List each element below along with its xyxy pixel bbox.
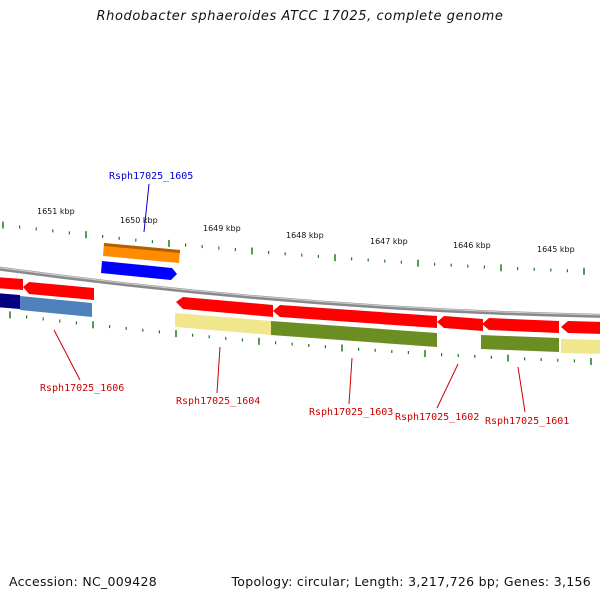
feature-block-1603[interactable]	[271, 321, 437, 347]
gene-arrow-1601[interactable]	[482, 318, 559, 333]
ruler-label-1646: 1646 kbp	[453, 241, 491, 250]
genome-summary-text: Topology: circular; Length: 3,217,726 bp…	[231, 574, 591, 589]
leader-line-1604	[216, 346, 221, 394]
ruler-label-1648: 1648 kbp	[286, 231, 324, 240]
feature-block-right-edge[interactable]	[561, 339, 600, 354]
ruler-lower-ticks	[9, 311, 592, 365]
leader-line-1601	[517, 366, 526, 413]
feature-block-1604[interactable]	[175, 313, 271, 335]
genome-backbone-highlight	[0, 267, 600, 316]
leader-line-1603	[348, 357, 353, 405]
accession-text: Accession: NC_009428	[9, 574, 158, 589]
genome-title: Rhodobacter sphaeroides ATCC 17025, comp…	[96, 9, 504, 24]
ruler-label-1651: 1651 kbp	[37, 207, 75, 216]
feature-block-1606[interactable]	[20, 296, 92, 317]
ruler-label-1650: 1650 kbp	[120, 216, 158, 225]
genome-backbone	[0, 266, 600, 318]
leader-line-1602	[436, 363, 459, 409]
gene-label-1604[interactable]: Rsph17025_1604	[176, 396, 260, 407]
feature-block-left-navy[interactable]	[0, 293, 20, 309]
gene-arrow-left-edge[interactable]	[0, 277, 23, 290]
gene-label-1605[interactable]: Rsph17025_1605	[109, 171, 193, 182]
ruler-label-1649: 1649 kbp	[203, 224, 241, 233]
gene-arrow-1603[interactable]	[273, 305, 437, 328]
feature-block-1601[interactable]	[481, 335, 559, 352]
gene-label-1603[interactable]: Rsph17025_1603	[309, 407, 393, 418]
ruler-label-1645: 1645 kbp	[537, 245, 575, 254]
gene-label-1601[interactable]: Rsph17025_1601	[485, 416, 569, 427]
gene-block-1605-orange[interactable]	[103, 243, 180, 263]
gene-label-1606[interactable]: Rsph17025_1606	[40, 383, 124, 394]
ruler-label-1647: 1647 kbp	[370, 237, 408, 246]
gene-arrow-1602[interactable]	[437, 316, 483, 331]
leader-line-1606	[53, 329, 81, 381]
gene-arrow-1604[interactable]	[176, 297, 273, 317]
ruler-upper-ticks	[2, 221, 585, 275]
gene-label-1602[interactable]: Rsph17025_1602	[395, 412, 479, 423]
leader-line-1605	[143, 183, 150, 233]
gene-arrow-right-edge[interactable]	[561, 321, 600, 334]
gene-arrow-1605[interactable]	[101, 261, 177, 280]
gene-arrow-1606[interactable]	[23, 282, 94, 300]
gene-block-1605-orange-shade	[104, 243, 180, 253]
